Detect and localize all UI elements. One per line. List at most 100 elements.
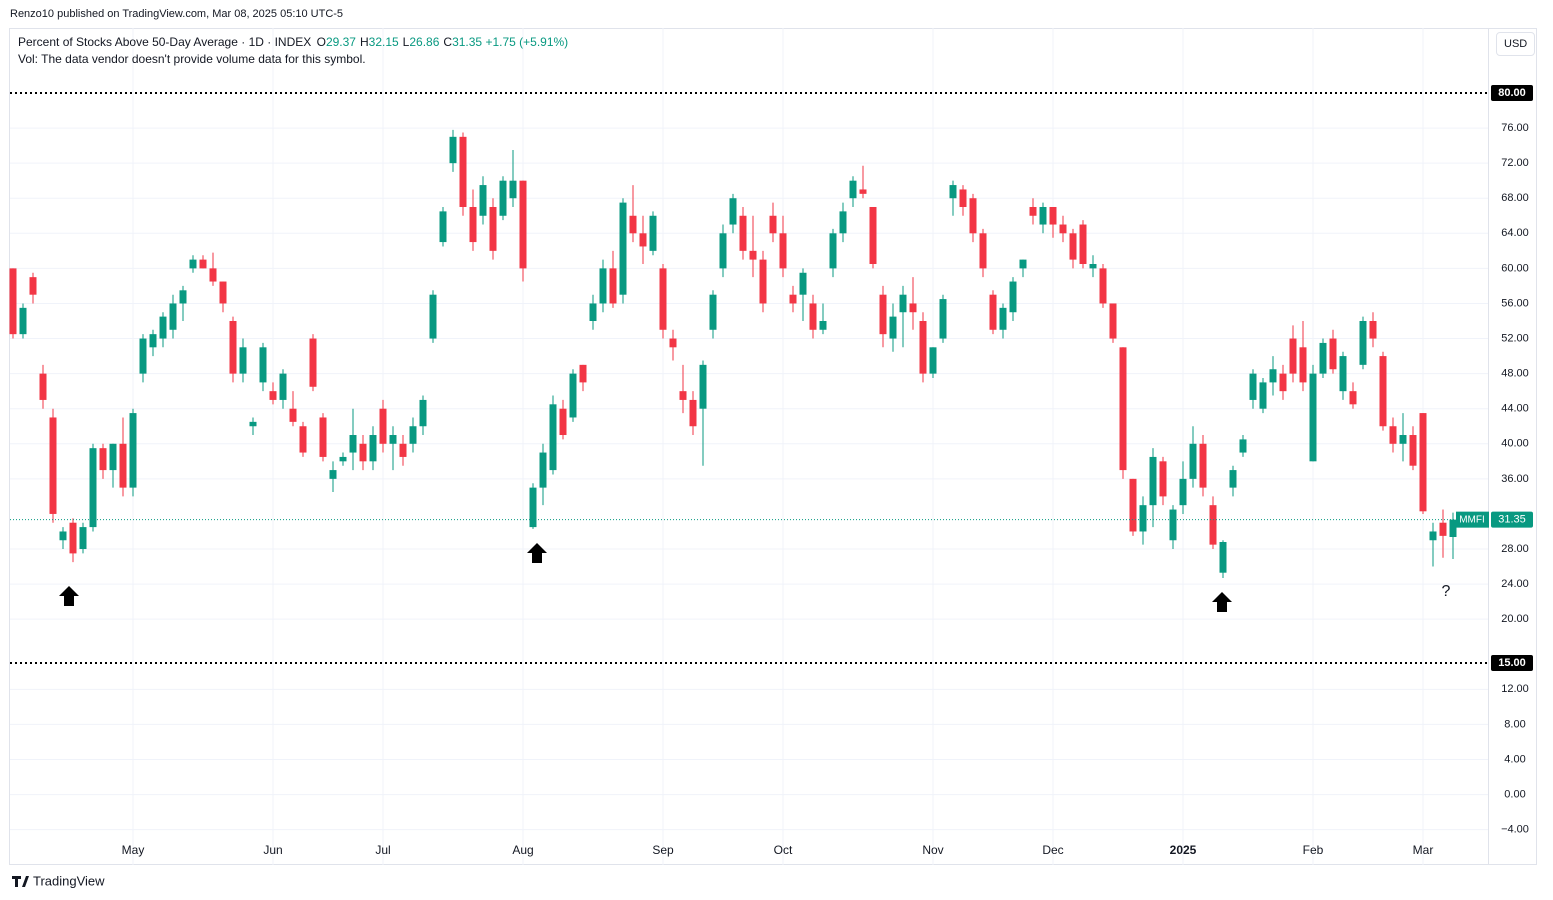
candle-body: [259, 347, 267, 383]
y-tick-label: 8.00: [1504, 718, 1525, 730]
ohlc-letter: H: [359, 35, 369, 49]
candle-body: [719, 233, 727, 269]
candle-body: [469, 206, 477, 243]
volume-note: Vol: The data vendor doesn't provide vol…: [18, 52, 366, 66]
candle-body: [529, 487, 537, 528]
ohlc: O29.37 H32.15 L26.86 C31.35: [315, 35, 483, 49]
x-tick-label: Jun: [263, 843, 282, 857]
candle-body: [1189, 443, 1197, 479]
candle-body: [1169, 509, 1177, 541]
candle-body: [1209, 505, 1217, 545]
candle-body: [509, 180, 517, 199]
y-tick-label: 20.00: [1501, 613, 1529, 625]
ohlc-letter: L: [402, 35, 410, 49]
candle-body: [1389, 426, 1397, 444]
candle-body: [249, 421, 257, 427]
y-tick-label: 76.00: [1501, 122, 1529, 134]
candle-body: [319, 417, 327, 457]
candle-body: [19, 307, 27, 335]
candle-body: [819, 321, 827, 330]
candle-body: [479, 185, 487, 216]
candle-body: [1019, 259, 1027, 269]
candle-body: [839, 211, 847, 234]
hline-label-box: [1491, 84, 1533, 101]
candle-body: [939, 299, 947, 339]
hline-label: 15.00: [1498, 657, 1526, 669]
candle-body: [369, 435, 377, 462]
candle-body: [989, 294, 997, 330]
candle-body: [979, 233, 987, 269]
candle-body: [419, 399, 427, 427]
change-pct: (+5.91%): [519, 35, 569, 49]
candle-body: [169, 303, 177, 330]
published: Renzo10 published on TradingView.com, Ma…: [10, 8, 344, 20]
tv-logo: [12, 876, 29, 887]
arrow: [59, 586, 79, 606]
candle-body: [199, 259, 207, 269]
last-price-label: 31.35: [1498, 514, 1526, 526]
x-tick-label: Nov: [922, 843, 943, 857]
candle-body: [129, 413, 137, 488]
y-tick-label: 56.00: [1501, 297, 1529, 309]
candle-body: [1219, 542, 1227, 573]
candle-body: [1229, 470, 1237, 488]
candle-body: [619, 202, 627, 295]
candle-body: [279, 373, 287, 400]
candle-body: [89, 448, 97, 528]
candle-body: [349, 435, 357, 453]
candle-body: [399, 443, 407, 457]
candle-body: [739, 215, 747, 251]
candle-body: [69, 522, 77, 554]
candle-body: [1269, 369, 1277, 383]
candle-body: [1039, 206, 1047, 225]
candle-body: [219, 281, 227, 304]
candle-body: [729, 198, 737, 225]
candle-body: [709, 294, 717, 330]
candle-body: [899, 294, 907, 313]
candle-body: [519, 180, 527, 269]
candle-body: [409, 426, 417, 444]
candle-body: [1049, 206, 1057, 225]
candle-body: [459, 136, 467, 207]
candle-body: [99, 448, 107, 471]
candle-body: [1339, 356, 1347, 392]
candle-body: [299, 426, 307, 453]
candle-body: [849, 180, 857, 199]
hline-label: 80.00: [1498, 87, 1526, 99]
candle-body: [1369, 321, 1377, 339]
candle-body: [749, 250, 757, 260]
candle-body: [769, 215, 777, 234]
legend: Percent of Stocks Above 50-Day Average ·…: [18, 35, 568, 49]
x-tick-label: Sep: [652, 843, 674, 857]
candle-body: [909, 303, 917, 313]
candle-body: [1129, 478, 1137, 532]
candle-body: [1299, 347, 1307, 383]
candle-body: [49, 417, 57, 514]
candle-body: [969, 198, 977, 234]
candle-body: [1359, 321, 1367, 365]
candle-body: [429, 294, 437, 339]
y-tick-label: 68.00: [1501, 192, 1529, 204]
candle-body: [9, 268, 17, 335]
x-tick-label: Mar: [1413, 843, 1434, 857]
candle-body: [389, 435, 397, 444]
grid: [10, 28, 1488, 865]
x-tick-label: Aug: [512, 843, 533, 857]
candle-body: [139, 338, 147, 374]
candle-body: [59, 531, 67, 541]
candle-body: [109, 443, 117, 471]
candle-body: [1449, 519, 1457, 538]
y-tick-label: 12.00: [1501, 683, 1529, 695]
ohlc-letter: C: [443, 35, 453, 49]
x-tick-label: 2025: [1170, 843, 1197, 857]
currency-button[interactable]: USD: [1496, 32, 1536, 56]
y-tick-label: 64.00: [1501, 227, 1529, 239]
arrow: [1212, 592, 1232, 612]
candle-body: [1069, 233, 1077, 260]
candle-body: [1199, 443, 1207, 488]
candle-body: [779, 233, 787, 269]
candle-body: [629, 215, 637, 234]
candle-body: [579, 364, 587, 383]
ohlc-letter: O: [316, 35, 326, 49]
